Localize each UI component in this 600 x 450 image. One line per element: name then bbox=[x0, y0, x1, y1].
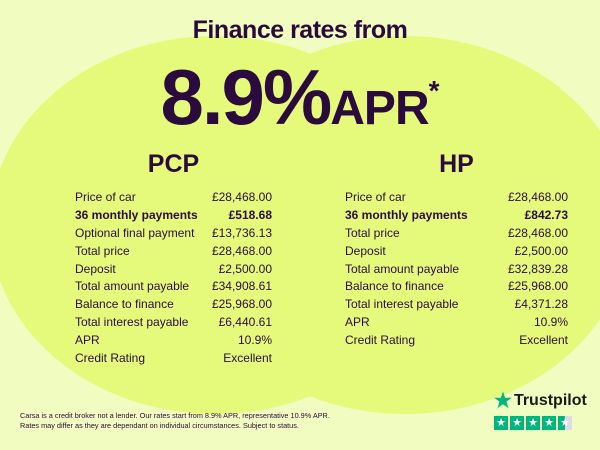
hp-row: Price of car £28,468.00 bbox=[345, 189, 568, 207]
row-label: Deposit bbox=[75, 261, 116, 276]
row-value: £842.73 bbox=[524, 207, 568, 222]
row-label: Total amount payable bbox=[75, 279, 190, 294]
row-value: £32,839.28 bbox=[507, 261, 568, 276]
pcp-row: APR 10.9% bbox=[75, 332, 272, 350]
row-label: APR bbox=[75, 333, 100, 348]
row-value: £13,736.13 bbox=[211, 225, 272, 240]
row-label: Total amount payable bbox=[345, 261, 460, 276]
hp-row: Total price £28,468.00 bbox=[345, 225, 568, 243]
row-label: 36 monthly payments bbox=[345, 207, 468, 222]
hp-row: Deposit £2,500.00 bbox=[345, 243, 568, 261]
pcp-title: PCP bbox=[147, 150, 200, 178]
row-value: £28,468.00 bbox=[507, 190, 568, 204]
row-label: Balance to finance bbox=[345, 279, 444, 294]
pcp-table: PCP Price of car £28,468.00 36 monthly pay… bbox=[75, 150, 272, 368]
row-value: £2,500.00 bbox=[218, 261, 272, 276]
hp-table: HP Price of car £28,468.00 36 monthly paym… bbox=[345, 150, 568, 350]
star-icon: ★ bbox=[494, 390, 512, 412]
hp-row: Total interest payable £4,371.28 bbox=[345, 296, 568, 314]
disclaimer-line: Rates may differ as they are dependant o… bbox=[20, 421, 299, 430]
row-value: £2,500.00 bbox=[514, 243, 568, 258]
row-label: Total price bbox=[345, 225, 400, 240]
trustpilot-name: Trustpilot bbox=[513, 391, 587, 409]
row-label: APR bbox=[345, 315, 370, 330]
row-label: Balance to finance bbox=[75, 297, 174, 312]
row-value: 10.9% bbox=[533, 315, 568, 330]
pcp-row: Credit Rating Excellent bbox=[75, 350, 272, 368]
row-label: 36 monthly payments bbox=[75, 207, 198, 222]
row-value: Excellent bbox=[223, 351, 272, 366]
hp-row: Total amount payable £32,839.28 bbox=[345, 261, 568, 279]
pcp-row: Price of car £28,468.00 bbox=[75, 189, 272, 207]
row-label: Credit Rating bbox=[75, 351, 146, 366]
row-value: £28,468.00 bbox=[507, 225, 568, 240]
trustpilot-badge[interactable]: ★ Trustpilot ★ ★ ★ ★ ★ bbox=[494, 388, 587, 430]
rating-star-icon: ★ bbox=[558, 416, 572, 430]
row-label: Total interest payable bbox=[345, 297, 459, 312]
pcp-row: Total price £28,468.00 bbox=[75, 243, 272, 261]
rate-suffix: APR bbox=[330, 82, 429, 135]
hp-row: APR 10.9% bbox=[345, 314, 568, 332]
pcp-row: Total amount payable £34,908.61 bbox=[75, 278, 272, 296]
row-value: £28,468.00 bbox=[211, 243, 272, 258]
pcp-row: Balance to finance £25,968.00 bbox=[75, 296, 272, 314]
row-label: Deposit bbox=[345, 243, 386, 258]
disclaimer: Carsa is a credit broker not a lender. O… bbox=[20, 411, 330, 431]
pcp-row: Total interest payable £6,440.61 bbox=[75, 314, 272, 332]
rating-star-icon: ★ bbox=[542, 416, 556, 430]
row-value: £4,371.28 bbox=[514, 297, 568, 312]
hp-row: Balance to finance £25,968.00 bbox=[345, 278, 568, 296]
rating-star-icon: ★ bbox=[494, 416, 508, 430]
pcp-row: Deposit £2,500.00 bbox=[75, 261, 272, 279]
rating-star-icon: ★ bbox=[526, 416, 540, 430]
row-label: Price of car bbox=[75, 190, 136, 204]
row-value: £25,968.00 bbox=[507, 279, 568, 294]
row-value: Excellent bbox=[519, 333, 568, 348]
background-circle-right bbox=[180, 36, 600, 414]
rating-star-icon: ★ bbox=[510, 416, 524, 430]
row-value: £6,440.61 bbox=[218, 315, 272, 330]
row-value: 10.9% bbox=[237, 333, 272, 348]
rate-value: 8.9% bbox=[160, 53, 332, 141]
row-label: Price of car bbox=[345, 190, 406, 204]
pcp-row: 36 monthly payments £518.68 bbox=[75, 207, 272, 225]
trustpilot-logo: ★ Trustpilot bbox=[494, 388, 587, 413]
hp-title: HP bbox=[439, 150, 474, 178]
row-value: £518.68 bbox=[228, 207, 272, 222]
row-value: £34,908.61 bbox=[211, 279, 272, 294]
row-value: £25,968.00 bbox=[211, 297, 272, 312]
row-label: Total price bbox=[75, 243, 130, 258]
pcp-row: Optional final payment £13,736.13 bbox=[75, 225, 272, 243]
row-value: £28,468.00 bbox=[211, 190, 272, 204]
headline: Finance rates from bbox=[192, 16, 408, 44]
row-label: Optional final payment bbox=[75, 225, 195, 240]
hp-row: 36 monthly payments £842.73 bbox=[345, 207, 568, 225]
rate-asterisk: * bbox=[428, 75, 440, 106]
row-label: Credit Rating bbox=[345, 333, 416, 348]
row-label: Total interest payable bbox=[75, 315, 189, 330]
disclaimer-line: Carsa is a credit broker not a lender. O… bbox=[20, 411, 330, 420]
rating-stars: ★ ★ ★ ★ ★ bbox=[494, 416, 587, 430]
headline-rate: 8.9%APR* bbox=[0, 52, 600, 143]
hp-row: Credit Rating Excellent bbox=[345, 332, 568, 350]
